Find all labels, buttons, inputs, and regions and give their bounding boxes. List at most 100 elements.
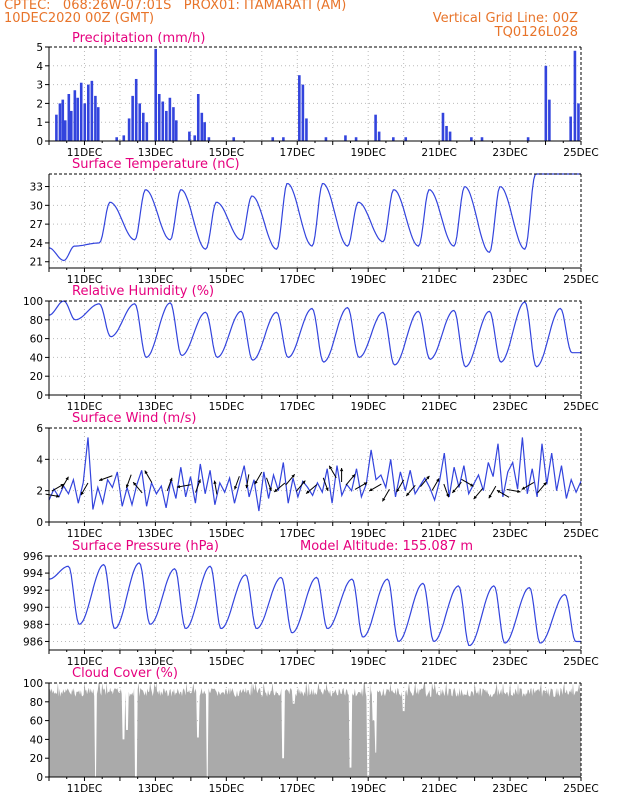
precipitation-bar (94, 95, 97, 141)
precipitation-bar (145, 122, 149, 141)
precipitation-bar (282, 137, 285, 141)
wind-arrow-head (125, 484, 130, 488)
precipitation-bar (480, 137, 484, 141)
x-tick-label: 21DEC (421, 783, 456, 795)
precipitation-bar (63, 120, 67, 141)
wind-direction-arrow (295, 480, 306, 492)
precipitation-bar (526, 137, 530, 141)
y-tick-label: 992 (23, 585, 43, 597)
x-tick-label: 25DEC (563, 401, 598, 413)
precipitation-bar (76, 97, 79, 141)
precipitation-bar (141, 112, 145, 141)
wind-arrow-head (302, 480, 306, 485)
x-tick-label: 15DEC (209, 783, 244, 795)
wind-direction-arrow (305, 484, 318, 494)
precipitation-bar (73, 90, 77, 141)
wind-direction-arrow (521, 482, 535, 490)
wind-arrow-head (363, 482, 368, 486)
model-altitude-label: Model Altitude: 155.087 m (300, 539, 473, 554)
y-tick-label: 0 (36, 517, 43, 529)
wind-direction-arrow (396, 479, 405, 493)
y-tick-label: 0 (36, 390, 43, 402)
precipitation-bar (448, 131, 452, 141)
x-tick-label: 25DEC (563, 147, 598, 159)
wind-direction-arrow (273, 482, 286, 493)
precipitation-bar (392, 137, 395, 141)
wind-direction-arrow (473, 488, 484, 500)
header-model-code: TQ0126L028 (494, 25, 578, 40)
precipitation-bar (344, 135, 347, 141)
wind-direction-arrow (144, 470, 153, 483)
y-tick-label: 996 (23, 551, 43, 563)
wind-arrow-head (133, 482, 137, 486)
x-tick-label: 23DEC (492, 528, 527, 540)
x-tick-label: 25DEC (563, 783, 598, 795)
wind-arrow-head (517, 489, 521, 494)
y-tick-label: 988 (23, 619, 43, 631)
wind-direction-arrow (132, 481, 143, 494)
precipitation-bar (298, 75, 301, 141)
wind-direction-arrow (420, 475, 430, 487)
wind-arrow-head (329, 465, 333, 470)
y-tick-label: 2 (36, 98, 43, 110)
y-tick-label: 24 (30, 238, 44, 250)
wind-arrow-head (65, 476, 69, 481)
cloud-cover-area (49, 683, 581, 777)
wind-direction-arrow (431, 478, 440, 491)
precipitation-bar (374, 114, 377, 141)
wind-arrow-head (274, 488, 278, 493)
x-tick-label: 23DEC (492, 147, 527, 159)
wind-direction-arrow (443, 483, 450, 498)
y-tick-label: 990 (23, 602, 43, 614)
precipitation-bar (154, 48, 157, 141)
wind-direction-arrow (80, 482, 89, 496)
wind-arrow-head (351, 474, 355, 478)
wind-direction-arrow (382, 489, 390, 502)
y-tick-label: 3 (36, 80, 43, 92)
precipitation-bar (165, 110, 168, 141)
y-tick-label: 1 (36, 117, 43, 129)
y-tick-label: 4 (36, 61, 43, 73)
wind-direction-arrow (285, 474, 296, 486)
wind-arrow-head (60, 484, 64, 488)
x-tick-label: 15DEC (209, 528, 244, 540)
precipitation-bar (203, 122, 206, 141)
precipitation-bar (573, 50, 577, 142)
wind-arrow-head (406, 492, 410, 497)
x-tick-label: 13DEC (138, 401, 173, 413)
precipitation-bar (127, 118, 131, 141)
wind-direction-arrow (405, 484, 416, 497)
x-tick-label: 25DEC (563, 656, 598, 668)
wind-direction-arrow (98, 475, 113, 482)
wind-arrow-head (56, 494, 60, 498)
wind-direction-arrow (266, 477, 272, 492)
x-tick-label: 25DEC (563, 528, 598, 540)
precipitation-bar (193, 135, 197, 141)
y-tick-label: 0 (36, 136, 43, 148)
y-tick-label: 5 (36, 42, 43, 54)
x-tick-label: 19DEC (350, 401, 385, 413)
precipitation-bar (305, 118, 308, 141)
precipitation-bar (58, 103, 62, 141)
panel-title: Relative Humidity (%) (72, 284, 214, 299)
wind-arrow-head (306, 490, 310, 494)
wind-direction-arrow (61, 476, 69, 490)
x-tick-label: 13DEC (138, 528, 173, 540)
x-tick-label: 13DEC (138, 274, 173, 286)
x-tick-label: 15DEC (209, 401, 244, 413)
precipitation-bar (161, 101, 165, 141)
wind-arrow-head (234, 485, 238, 490)
precipitation-bar (61, 99, 65, 141)
wind-direction-arrow (537, 481, 547, 494)
x-tick-label: 11DEC (67, 147, 102, 159)
x-tick-label: 23DEC (492, 401, 527, 413)
x-tick-label: 11DEC (67, 656, 102, 668)
humidity-line (48, 300, 581, 368)
x-tick-label: 19DEC (350, 528, 385, 540)
header-grid-note: Vertical Grid Line: 00Z (432, 11, 578, 26)
x-tick-label: 15DEC (209, 656, 244, 668)
precipitation-bar (134, 78, 138, 141)
wind-arrow-head (99, 477, 103, 482)
wind-direction-arrow (166, 477, 173, 492)
temperature-line (48, 173, 581, 262)
